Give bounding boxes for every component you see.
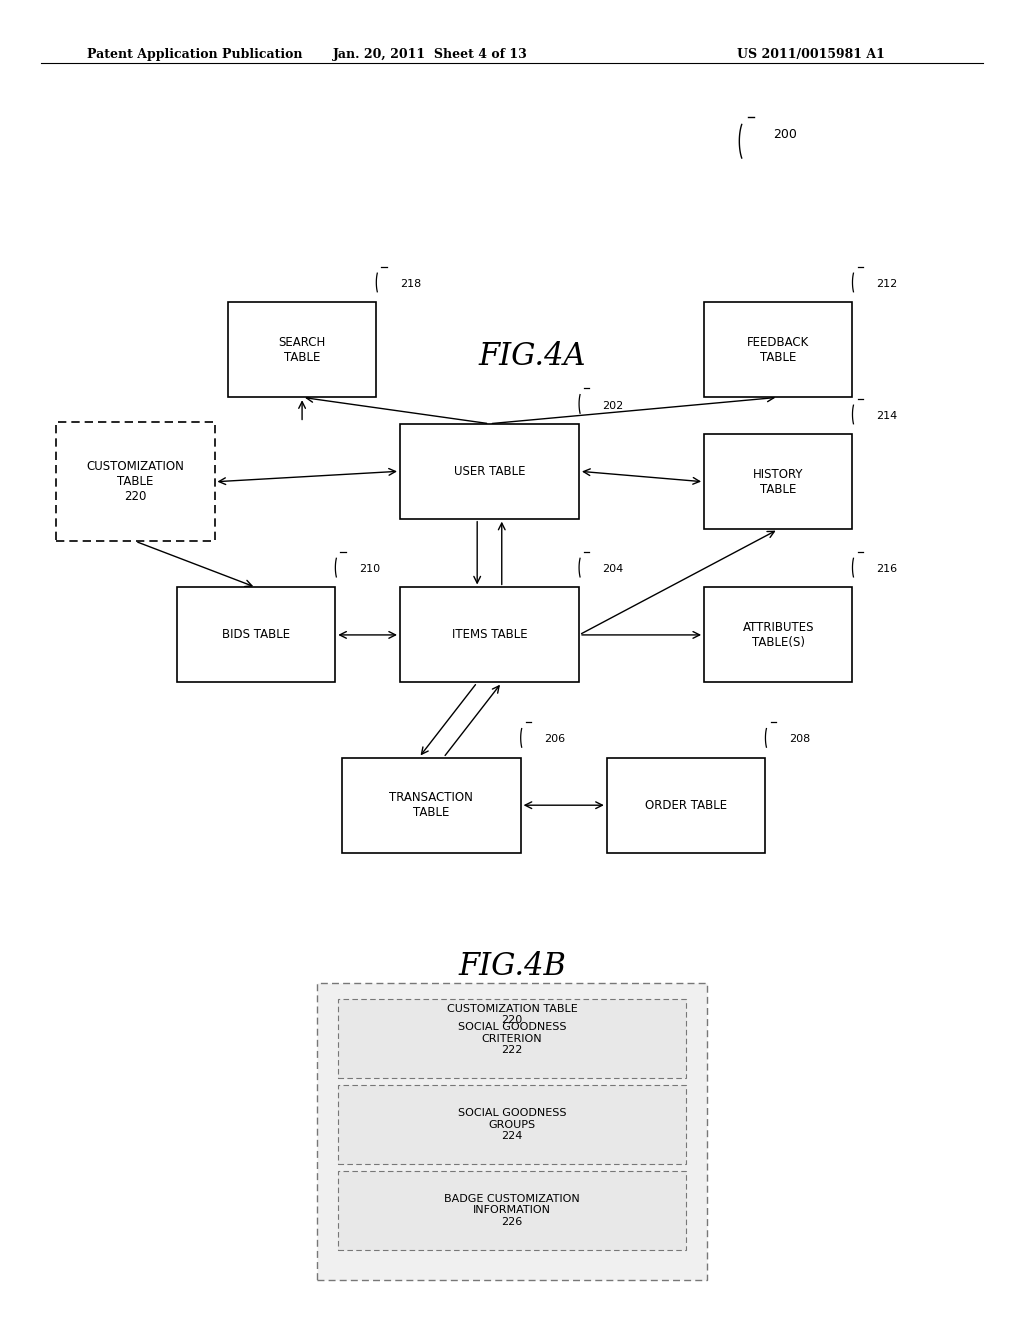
FancyBboxPatch shape — [338, 1085, 686, 1164]
Text: USER TABLE: USER TABLE — [454, 465, 525, 478]
Text: 212: 212 — [877, 279, 897, 289]
Text: BADGE CUSTOMIZATION
INFORMATION
226: BADGE CUSTOMIZATION INFORMATION 226 — [444, 1193, 580, 1228]
Text: 204: 204 — [602, 564, 624, 574]
Text: HISTORY
TABLE: HISTORY TABLE — [753, 467, 804, 496]
Text: SOCIAL GOODNESS
GROUPS
224: SOCIAL GOODNESS GROUPS 224 — [458, 1107, 566, 1142]
FancyBboxPatch shape — [705, 302, 852, 397]
Text: 216: 216 — [877, 564, 897, 574]
Text: 200: 200 — [773, 128, 797, 141]
FancyBboxPatch shape — [399, 424, 579, 519]
Text: TRANSACTION
TABLE: TRANSACTION TABLE — [389, 791, 473, 820]
FancyBboxPatch shape — [227, 302, 376, 397]
Text: CUSTOMIZATION
TABLE
220: CUSTOMIZATION TABLE 220 — [86, 461, 184, 503]
FancyBboxPatch shape — [56, 422, 215, 541]
FancyBboxPatch shape — [338, 999, 686, 1078]
FancyBboxPatch shape — [176, 587, 336, 682]
FancyBboxPatch shape — [399, 587, 579, 682]
Text: 202: 202 — [602, 400, 624, 411]
FancyBboxPatch shape — [606, 758, 766, 853]
Text: Patent Application Publication: Patent Application Publication — [87, 48, 302, 61]
Text: 214: 214 — [877, 411, 897, 421]
Text: 208: 208 — [790, 734, 810, 744]
Text: 218: 218 — [399, 279, 421, 289]
FancyBboxPatch shape — [705, 587, 852, 682]
Text: SOCIAL GOODNESS
CRITERION
222: SOCIAL GOODNESS CRITERION 222 — [458, 1022, 566, 1056]
Text: ITEMS TABLE: ITEMS TABLE — [452, 628, 527, 642]
Text: ATTRIBUTES
TABLE(S): ATTRIBUTES TABLE(S) — [742, 620, 814, 649]
Text: Jan. 20, 2011  Sheet 4 of 13: Jan. 20, 2011 Sheet 4 of 13 — [333, 48, 527, 61]
Text: US 2011/0015981 A1: US 2011/0015981 A1 — [737, 48, 885, 61]
FancyBboxPatch shape — [705, 434, 852, 529]
Text: BIDS TABLE: BIDS TABLE — [222, 628, 290, 642]
Text: SEARCH
TABLE: SEARCH TABLE — [279, 335, 326, 364]
Text: FEEDBACK
TABLE: FEEDBACK TABLE — [748, 335, 809, 364]
Text: FIG.4B: FIG.4B — [458, 950, 566, 982]
FancyBboxPatch shape — [342, 758, 520, 853]
Text: FIG.4A: FIG.4A — [479, 341, 586, 372]
Text: 210: 210 — [359, 564, 380, 574]
Text: CUSTOMIZATION TABLE
220: CUSTOMIZATION TABLE 220 — [446, 1003, 578, 1026]
Text: ORDER TABLE: ORDER TABLE — [645, 799, 727, 812]
Text: 206: 206 — [545, 734, 565, 744]
FancyBboxPatch shape — [317, 982, 707, 1280]
FancyBboxPatch shape — [338, 1171, 686, 1250]
